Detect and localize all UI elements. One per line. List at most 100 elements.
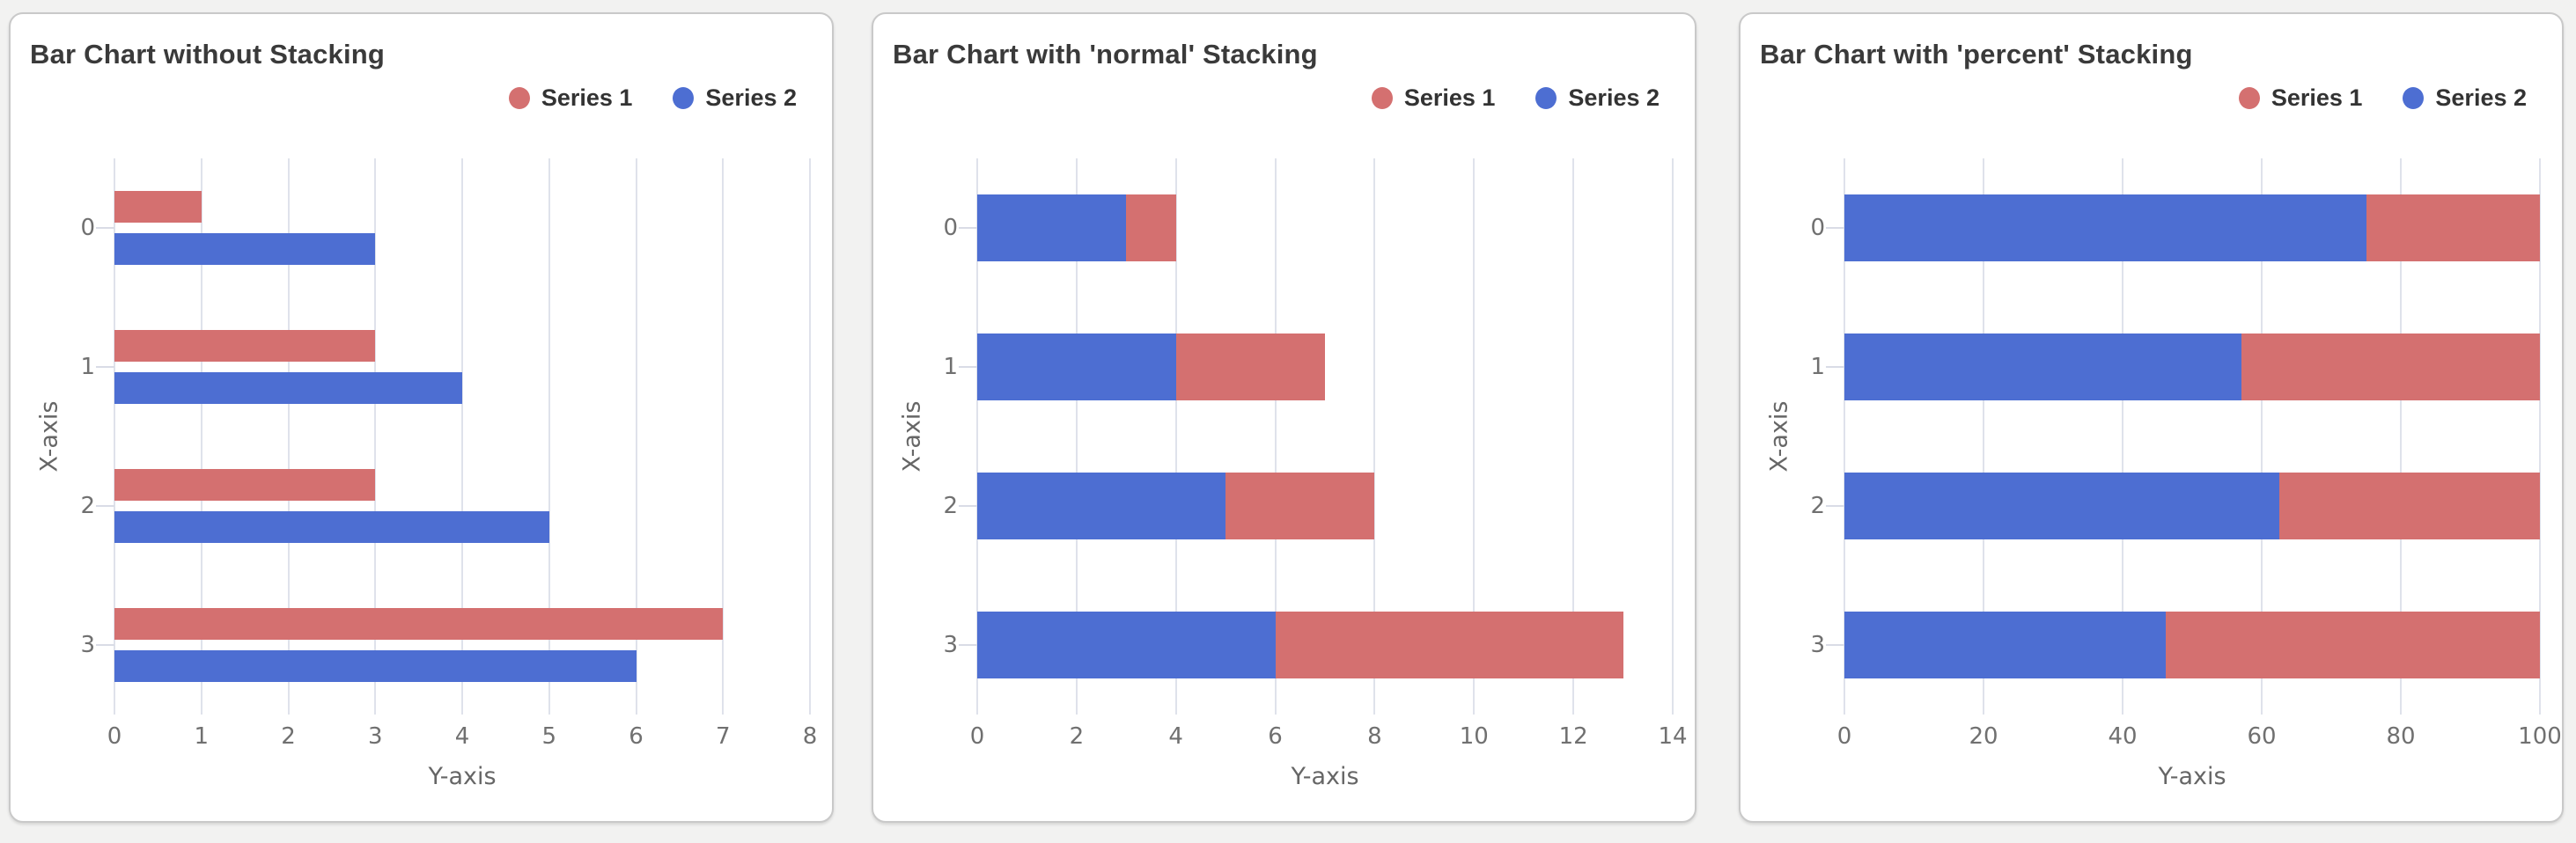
category-label: 0 [943, 215, 958, 241]
plot-area: 0 1 2 3 [80, 158, 811, 715]
gridline [1075, 158, 1078, 715]
bar-series1-cat3[interactable] [1275, 612, 1623, 678]
bar-series1-cat0[interactable] [2366, 194, 2540, 261]
series2-legend-marker-icon [673, 87, 695, 109]
bar-series2-cat1[interactable] [1844, 334, 2242, 400]
value-tick-label: 8 [1367, 723, 1382, 750]
bar-series1-cat0[interactable] [114, 191, 202, 223]
series2-legend-marker-icon [2403, 87, 2425, 109]
gridline [2539, 158, 2541, 715]
value-tick-label: 2 [1069, 723, 1085, 750]
gridline [2261, 158, 2263, 715]
gridline [461, 158, 463, 715]
value-tick-label: 8 [802, 723, 818, 750]
bar-series1-cat1[interactable] [114, 330, 376, 362]
bar-series2-cat2[interactable] [114, 511, 549, 543]
value-tick-label: 4 [454, 723, 470, 750]
x-axis-title: X-axis [35, 400, 63, 473]
bar-series2-cat0[interactable] [114, 233, 376, 265]
category-label: 0 [80, 215, 95, 241]
series1-legend-marker-icon [2238, 87, 2260, 109]
bar-series2-cat2[interactable] [977, 473, 1226, 539]
bar-series1-cat2[interactable] [114, 469, 376, 501]
category-label: 2 [80, 493, 95, 519]
legend-label-series1: Series 1 [1403, 84, 1496, 111]
bar-series1-cat2[interactable] [1225, 473, 1375, 539]
gridline [1274, 158, 1277, 715]
value-tick-label: 1 [194, 723, 210, 750]
value-tick-label: 80 [2386, 723, 2416, 750]
legend-item-series1[interactable]: Series 1 [2238, 84, 2362, 112]
plot-area: 0 1 2 3 [943, 158, 1674, 715]
bar-series1-cat3[interactable] [114, 608, 724, 640]
category-label: 1 [80, 354, 95, 380]
bar-series1-cat1[interactable] [1175, 334, 1325, 400]
category-tick-mark [96, 227, 114, 229]
x-axis-title: X-axis [1765, 400, 1793, 473]
legend-item-series1[interactable]: Series 1 [508, 84, 632, 112]
gridline [548, 158, 550, 715]
legend: Series 1 Series 2 [2238, 84, 2527, 112]
legend-label-series2: Series 2 [705, 84, 797, 111]
category-label: 2 [943, 493, 958, 519]
value-tick-label: 10 [1459, 723, 1489, 750]
gridline [809, 158, 811, 715]
category-tick-mark [959, 505, 977, 507]
bar-series2-cat1[interactable] [977, 334, 1176, 400]
bar-series2-cat0[interactable] [977, 194, 1127, 261]
bar-series2-cat3[interactable] [1844, 612, 2166, 678]
legend-label-series2: Series 2 [1568, 84, 1660, 111]
bar-series1-cat1[interactable] [2241, 334, 2540, 400]
value-axis-tick-labels: 0 20 40 60 80 100 [1837, 723, 2562, 751]
category-label: 3 [1810, 632, 1825, 658]
chart-card-without-stacking: Bar Chart without Stacking Series 1 Seri… [9, 12, 834, 823]
bar-series2-cat3[interactable] [977, 612, 1276, 678]
gridline [374, 158, 377, 715]
value-tick-label: 100 [2518, 723, 2562, 750]
gridline [976, 158, 978, 715]
bar-series1-cat3[interactable] [2165, 612, 2540, 678]
value-tick-label: 2 [281, 723, 296, 750]
category-tick-mark [1826, 644, 1844, 646]
gridline [722, 158, 725, 715]
category-tick-mark [959, 227, 977, 229]
bar-series2-cat2[interactable] [1844, 473, 2279, 539]
gridline [1844, 158, 1845, 715]
value-tick-label: 0 [969, 723, 985, 750]
plot-area: 0 1 2 3 [1810, 158, 2541, 715]
bar-series2-cat0[interactable] [1844, 194, 2366, 261]
gridline [1174, 158, 1177, 715]
gridline [635, 158, 637, 715]
category-tick-mark [96, 644, 114, 646]
gridline [2122, 158, 2123, 715]
value-tick-label: 60 [2247, 723, 2277, 750]
chart-title: Bar Chart without Stacking [30, 39, 386, 70]
series1-legend-marker-icon [508, 87, 530, 109]
chart-title: Bar Chart with 'normal' Stacking [893, 39, 1318, 70]
legend: Series 1 Series 2 [508, 84, 797, 112]
category-tick-mark [96, 505, 114, 507]
legend-item-series2[interactable]: Series 2 [2403, 84, 2527, 112]
legend-label-series2: Series 2 [2435, 84, 2527, 111]
legend-item-series2[interactable]: Series 2 [1535, 84, 1660, 112]
category-label: 3 [943, 632, 958, 658]
chart-card-percent-stacking: Bar Chart with 'percent' Stacking Series… [1739, 12, 2564, 823]
value-tick-label: 4 [1168, 723, 1183, 750]
category-label: 3 [80, 632, 95, 658]
value-tick-label: 6 [629, 723, 644, 750]
category-tick-mark [1826, 366, 1844, 368]
bar-series1-cat0[interactable] [1126, 194, 1176, 261]
bar-series2-cat1[interactable] [114, 372, 462, 404]
value-tick-label: 0 [107, 723, 122, 750]
value-tick-label: 3 [367, 723, 383, 750]
legend: Series 1 Series 2 [1371, 84, 1660, 112]
bar-series1-cat2[interactable] [2278, 473, 2540, 539]
bar-series2-cat3[interactable] [114, 650, 637, 682]
gridline [1672, 158, 1674, 715]
legend-item-series2[interactable]: Series 2 [673, 84, 797, 112]
y-axis-title: Y-axis [2158, 763, 2226, 790]
legend-item-series1[interactable]: Series 1 [1371, 84, 1496, 112]
category-tick-mark [959, 366, 977, 368]
category-label: 1 [1810, 354, 1825, 380]
category-tick-mark [96, 366, 114, 368]
